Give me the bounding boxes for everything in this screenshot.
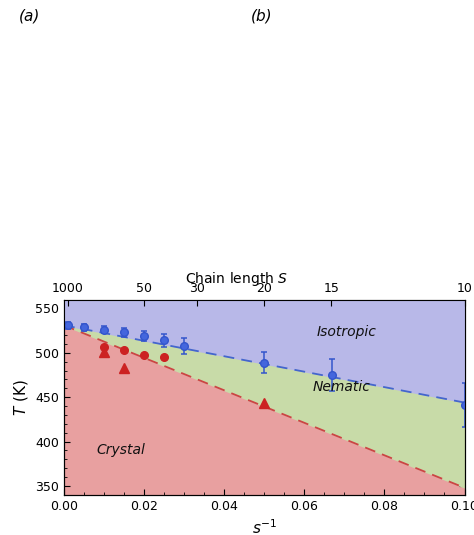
Text: Isotropic: Isotropic: [316, 325, 376, 339]
Y-axis label: $T$ (K): $T$ (K): [11, 379, 29, 416]
Text: Crystal: Crystal: [96, 444, 145, 457]
Text: Chain length $S$: Chain length $S$: [185, 270, 289, 288]
Text: (a): (a): [19, 9, 40, 24]
Text: Nematic: Nematic: [312, 380, 370, 394]
Polygon shape: [64, 300, 465, 402]
Polygon shape: [64, 325, 465, 488]
X-axis label: $s^{-1}$: $s^{-1}$: [252, 518, 277, 535]
Polygon shape: [64, 325, 465, 495]
Text: (b): (b): [251, 9, 273, 24]
